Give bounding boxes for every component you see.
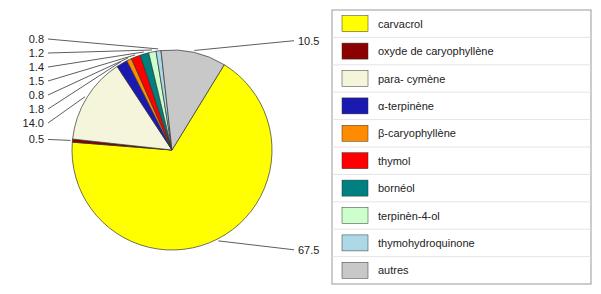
legend-label: terpinèn-4-ol — [378, 210, 440, 222]
data-label: 0.8 — [29, 33, 44, 45]
legend-swatch — [342, 98, 368, 114]
leader-line — [48, 52, 144, 67]
legend-swatch — [342, 16, 368, 32]
leader-line — [218, 241, 294, 250]
legend-divider — [332, 229, 591, 230]
legend-label: α-terpinène — [378, 100, 434, 112]
legend-divider — [332, 174, 591, 175]
legend-swatch — [342, 125, 368, 141]
legend-label: thymohydroquinone — [378, 237, 475, 249]
legend-swatch — [342, 153, 368, 169]
leader-line — [194, 41, 294, 51]
data-label: 14.0 — [23, 117, 44, 129]
data-label: 1.8 — [29, 103, 44, 115]
legend-divider — [332, 37, 591, 38]
legend-divider — [332, 201, 591, 202]
legend-box — [332, 10, 591, 284]
legend: carvacrol oxyde de caryophyllène para- cym… — [332, 10, 591, 284]
pie-slice — [161, 50, 224, 150]
legend-label: β-caryophyllène — [378, 127, 456, 139]
leader-line — [48, 62, 121, 109]
legend-swatch — [342, 235, 368, 251]
leader-line — [48, 139, 70, 141]
legend-swatch — [342, 262, 368, 278]
slices — [72, 50, 272, 250]
data-label: 67.5 — [298, 244, 319, 256]
legend-swatch — [342, 43, 368, 59]
legend-label: carvacrol — [378, 18, 423, 30]
legend-label: autres — [378, 264, 409, 276]
legend-divider — [332, 92, 591, 93]
legend-divider — [332, 147, 591, 148]
legend-swatch — [342, 71, 368, 87]
data-label: 1.2 — [29, 47, 44, 59]
chart: 0.8 1.2 1.4 1.5 0.8 1.8 14.0 0.5 10.5 67.5 carvacr… — [0, 0, 601, 294]
leader-line — [48, 55, 135, 81]
legend-label: bornéol — [378, 182, 415, 194]
leader-line — [48, 39, 158, 49]
legend-label: para- cymène — [378, 73, 445, 85]
data-label: 10.5 — [298, 35, 319, 47]
legend-label: thymol — [378, 155, 410, 167]
legend-swatch — [342, 180, 368, 196]
leader-line — [48, 58, 128, 95]
data-label: 0.8 — [29, 89, 44, 101]
legend-swatch — [342, 208, 368, 224]
data-label: 1.5 — [29, 75, 44, 87]
data-label: 0.5 — [29, 133, 44, 145]
legend-divider — [332, 64, 591, 65]
legend-divider — [332, 119, 591, 120]
leader-line — [48, 50, 152, 53]
data-labels: 0.8 1.2 1.4 1.5 0.8 1.8 14.0 0.5 10.5 67.5 — [23, 33, 320, 256]
legend-divider — [332, 256, 591, 257]
legend-label: oxyde de caryophyllène — [378, 45, 494, 57]
leader-line — [48, 97, 85, 123]
data-label: 1.4 — [29, 61, 44, 73]
